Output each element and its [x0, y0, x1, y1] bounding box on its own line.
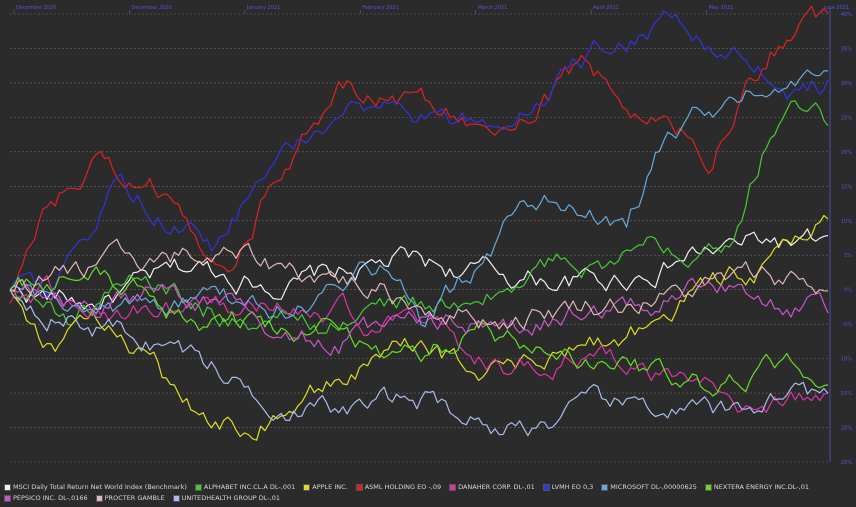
x-tick-label: December 2020 [131, 5, 171, 11]
series-lines [9, 5, 829, 441]
series-line-9 [9, 238, 829, 330]
y-tick-label: 35% [841, 46, 852, 52]
legend-label: LVMH EO 0,3 [551, 483, 594, 491]
legend-item[interactable]: MSCI Daily Total Return Net World Index … [4, 482, 187, 493]
series-line-8 [9, 277, 829, 356]
x-tick-label: December 2020 [16, 5, 56, 11]
y-tick-label: 30% [841, 81, 852, 87]
x-tick-label: May 2021 [709, 5, 734, 11]
legend-swatch [303, 484, 311, 491]
legend-item[interactable]: ASML HOLDING EO -,09 [355, 482, 442, 493]
legend-swatch [194, 484, 202, 491]
legend-label: NEXTERA ENERGY INC.DL-,01 [713, 483, 809, 491]
y-axis-ticks: 40% 35% 30% 25% 20% 15% 10% 5% 0% -5% -10% -15% -20%… [829, 8, 852, 466]
legend-swatch [449, 484, 457, 491]
x-tick-label: June 2021 [823, 5, 849, 11]
y-tick-label: 40% [841, 12, 852, 18]
legend-swatch [95, 495, 103, 502]
series-line-2 [9, 214, 829, 441]
legend-label: UNITEDHEALTH GROUP DL-,01 [181, 494, 280, 502]
legend-swatch [704, 484, 712, 491]
legend-label: ASML HOLDING EO -,09 [364, 483, 442, 491]
legend-item[interactable]: APPLE INC. [303, 482, 348, 493]
y-tick-label: 15% [841, 184, 852, 190]
legend-swatch [172, 495, 180, 502]
series-line-3 [9, 5, 829, 304]
legend-label: ALPHABET INC.CL.A DL-,001 [203, 483, 296, 491]
series-line-10 [9, 289, 829, 437]
legend-label: MICROSOFT DL-,00000625 [610, 483, 697, 491]
legend-item[interactable]: PEPSICO INC. DL-,0166 [4, 493, 88, 504]
y-tick-label: -15% [839, 391, 852, 397]
x-tick-label: April 2021 [593, 5, 619, 11]
legend-item[interactable]: LVMH EO 0,3 [542, 482, 594, 493]
series-line-6 [9, 69, 828, 328]
x-axis-ticks: December 2020 December 2020 January 2021 Fe… [13, 5, 849, 14]
y-tick-label: 0% [844, 288, 852, 294]
y-tick-label: -25% [839, 460, 852, 466]
legend-item[interactable]: DANAHER CORP. DL-,01 [449, 482, 535, 493]
legend-swatch [355, 484, 363, 491]
legend-swatch [4, 495, 11, 502]
x-tick-label: February 2021 [362, 5, 398, 11]
legend-label: DANAHER CORP. DL-,01 [458, 483, 535, 491]
legend-swatch [4, 484, 11, 491]
legend-item[interactable]: MICROSOFT DL-,00000625 [601, 482, 697, 493]
y-tick-label: -20% [839, 426, 852, 432]
legend-swatch [601, 484, 609, 491]
legend-label: PEPSICO INC. DL-,0166 [13, 494, 88, 502]
legend-swatch [542, 484, 550, 491]
legend-label: PROCTER GAMBLE [104, 494, 165, 502]
legend-item[interactable]: ALPHABET INC.CL.A DL-,001 [194, 482, 296, 493]
legend-item[interactable]: NEXTERA ENERGY INC.DL-,01 [704, 482, 809, 493]
y-tick-label: -5% [842, 322, 852, 328]
y-tick-label: 25% [841, 115, 852, 121]
y-tick-label: 20% [841, 150, 852, 156]
series-line-5 [9, 10, 829, 297]
series-line-7 [9, 266, 829, 397]
y-tick-label: 10% [841, 219, 852, 225]
x-tick-label: March 2021 [478, 5, 508, 11]
legend-item[interactable]: UNITEDHEALTH GROUP DL-,01 [172, 493, 280, 504]
x-tick-label: January 2021 [246, 5, 280, 11]
y-tick-label: 5% [844, 253, 852, 259]
legend: MSCI Daily Total Return Net World Index … [4, 482, 854, 504]
legend-item[interactable]: PROCTER GAMBLE [95, 493, 165, 504]
series-line-1 [9, 100, 829, 335]
grid-lines [10, 13, 828, 463]
line-chart: December 2020 December 2020 January 2021 Fe… [9, 5, 852, 466]
series-line-0 [9, 228, 829, 310]
legend-label: MSCI Daily Total Return Net World Index … [13, 483, 187, 491]
y-tick-label: -10% [839, 357, 852, 363]
legend-label: APPLE INC. [312, 483, 348, 491]
